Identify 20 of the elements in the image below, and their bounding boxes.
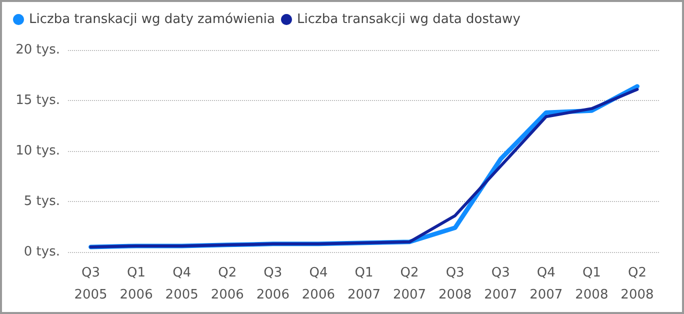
x-tick-label: Q3 2007 [484,266,518,302]
y-tick-label: 15 tys. [16,93,60,108]
x-tick-label: Q4 2005 [165,266,198,302]
x-tick-label: Q1 2008 [575,266,608,302]
y-tick-label: 5 tys. [24,194,60,209]
x-tick-label: Q4 2007 [530,266,563,302]
legend-label: Liczba transkacji wg daty zamówienia [29,12,275,27]
x-tick-label: Q1 2006 [120,266,153,302]
x-tick-label: Q3 2008 [438,266,472,302]
y-tick-label: 20 tys. [16,42,60,58]
x-tick-label: Q3 2006 [256,266,290,302]
x-tick-label: Q1 2007 [347,266,381,302]
x-tick-label: Q2 2006 [210,266,244,302]
x-tick-label: Q4 2006 [302,266,336,302]
x-tick-label: Q3 2005 [74,266,108,302]
x-tick-label: Q2 2007 [392,266,426,302]
legend-label: Liczba transakcji wg data dostawy [296,12,521,27]
y-tick-label: 10 tys. [16,144,60,158]
x-tick-label: Q2 2008 [620,266,654,302]
y-tick-label: 0 tys. [24,244,60,260]
